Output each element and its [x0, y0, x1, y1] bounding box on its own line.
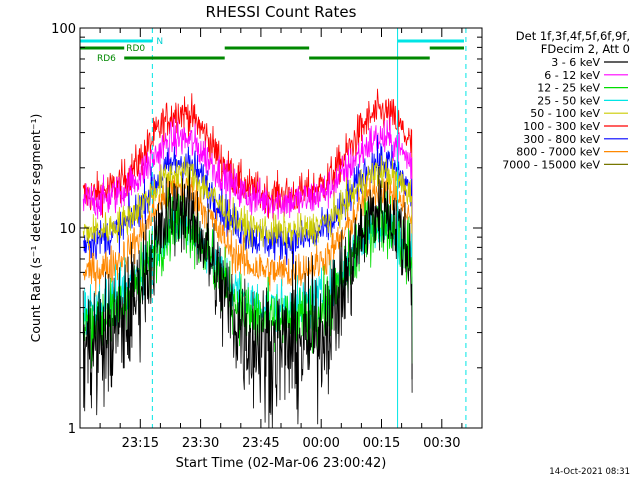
legend-entry-4: 50 - 100 keV	[530, 107, 600, 120]
series-line-1	[82, 115, 413, 247]
rd0-label: RD0	[126, 44, 145, 54]
axes: 1 10 100 23:15 23:30 23:45 00:00 00:15 00:30	[51, 22, 482, 451]
series-line-0	[82, 166, 413, 428]
legend-entry-3: 25 - 50 keV	[537, 94, 600, 107]
timestamp: 14-Oct-2021 08:31	[549, 467, 630, 477]
chart-title: RHESSI Count Rates	[206, 3, 357, 21]
y-tick-label-1: 10	[59, 222, 76, 237]
legend-entry-1: 6 - 12 keV	[544, 69, 600, 82]
legend-entry-0: 3 - 6 keV	[551, 56, 600, 69]
x-tick-label-5: 00:30	[423, 436, 460, 451]
x-tick-label-1: 23:30	[182, 436, 219, 451]
x-tick-label-4: 00:15	[363, 436, 400, 451]
series-line-4	[82, 155, 413, 277]
legend-entry-2: 12 - 25 keV	[537, 82, 600, 95]
legend-header-0: Det 1f,3f,4f,5f,6f,9f,	[516, 29, 630, 43]
rd6-label: RD6	[97, 54, 116, 64]
x-axis-label: Start Time (02-Mar-06 23:00:42)	[176, 456, 387, 471]
legend: Det 1f,3f,4f,5f,6f,9f,FDecim 2, Att 03 -…	[502, 29, 630, 171]
series-line-7	[82, 168, 413, 317]
legend-entry-5: 100 - 300 keV	[523, 120, 600, 133]
y-tick-label-0: 1	[68, 422, 76, 437]
legend-entry-8: 7000 - 15000 keV	[502, 158, 600, 171]
series-line-5	[82, 88, 413, 241]
legend-entry-6: 300 - 800 keV	[523, 133, 600, 146]
y-tick-label-2: 100	[51, 22, 76, 37]
x-tick-label-3: 00:00	[302, 436, 339, 451]
x-tick-label-2: 23:45	[242, 436, 279, 451]
x-tick-label-0: 23:15	[122, 436, 159, 451]
legend-header-1: FDecim 2, Att 0	[541, 42, 630, 56]
series-curves	[82, 88, 413, 428]
y-axis-label: Count Rate (s⁻¹ detector segment⁻¹)	[28, 114, 43, 343]
night-label: N	[156, 37, 163, 47]
legend-entry-7: 800 - 7000 keV	[516, 146, 600, 159]
